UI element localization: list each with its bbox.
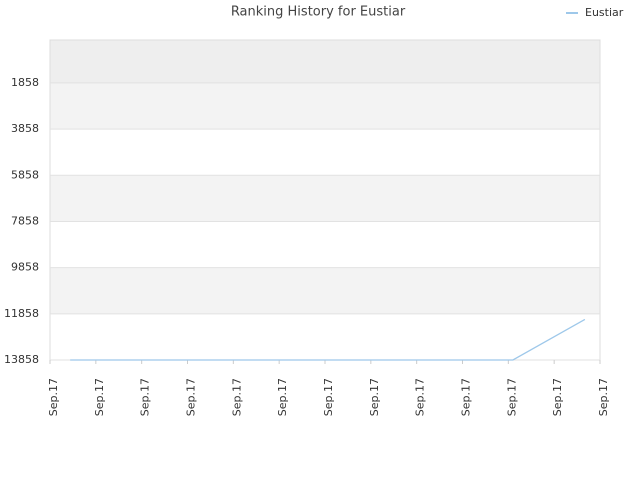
plot-band (50, 313, 600, 360)
y-tick-label: 7858 (11, 214, 39, 227)
y-tick-label: 5858 (11, 168, 39, 181)
x-tick-label: Sep.17 (460, 378, 473, 416)
x-tick-label: Sep.17 (322, 378, 335, 416)
plot-band (50, 267, 600, 314)
plot-band (50, 129, 600, 176)
plot-band (50, 221, 600, 268)
x-tick-label: Sep.17 (139, 378, 152, 416)
y-tick-label: 1858 (11, 76, 39, 89)
y-tick-label: 11858 (4, 307, 39, 320)
legend-label: Eustiar (585, 6, 624, 19)
chart-title: Ranking History for Eustiar (231, 5, 406, 20)
x-tick-label: Sep.17 (276, 378, 289, 416)
x-tick-label: Sep.17 (230, 378, 243, 416)
plot-band (50, 82, 600, 130)
x-tick-label: Sep.17 (93, 378, 106, 416)
x-tick-label: Sep.17 (185, 378, 198, 416)
plot-band (50, 40, 600, 83)
x-tick-label: Sep.17 (47, 378, 60, 416)
x-tick-label: Sep.17 (597, 378, 610, 416)
series-line (70, 318, 586, 361)
x-tick-label: Sep.17 (505, 378, 518, 416)
x-tick-label: Sep.17 (368, 378, 381, 416)
y-tick-label: 13858 (4, 353, 39, 366)
y-tick-label: 9858 (11, 261, 39, 274)
x-tick-label: Sep.17 (414, 378, 427, 416)
x-tick-label: Sep.17 (551, 378, 564, 416)
plot-band (50, 175, 600, 222)
y-tick-label: 3858 (11, 122, 39, 135)
